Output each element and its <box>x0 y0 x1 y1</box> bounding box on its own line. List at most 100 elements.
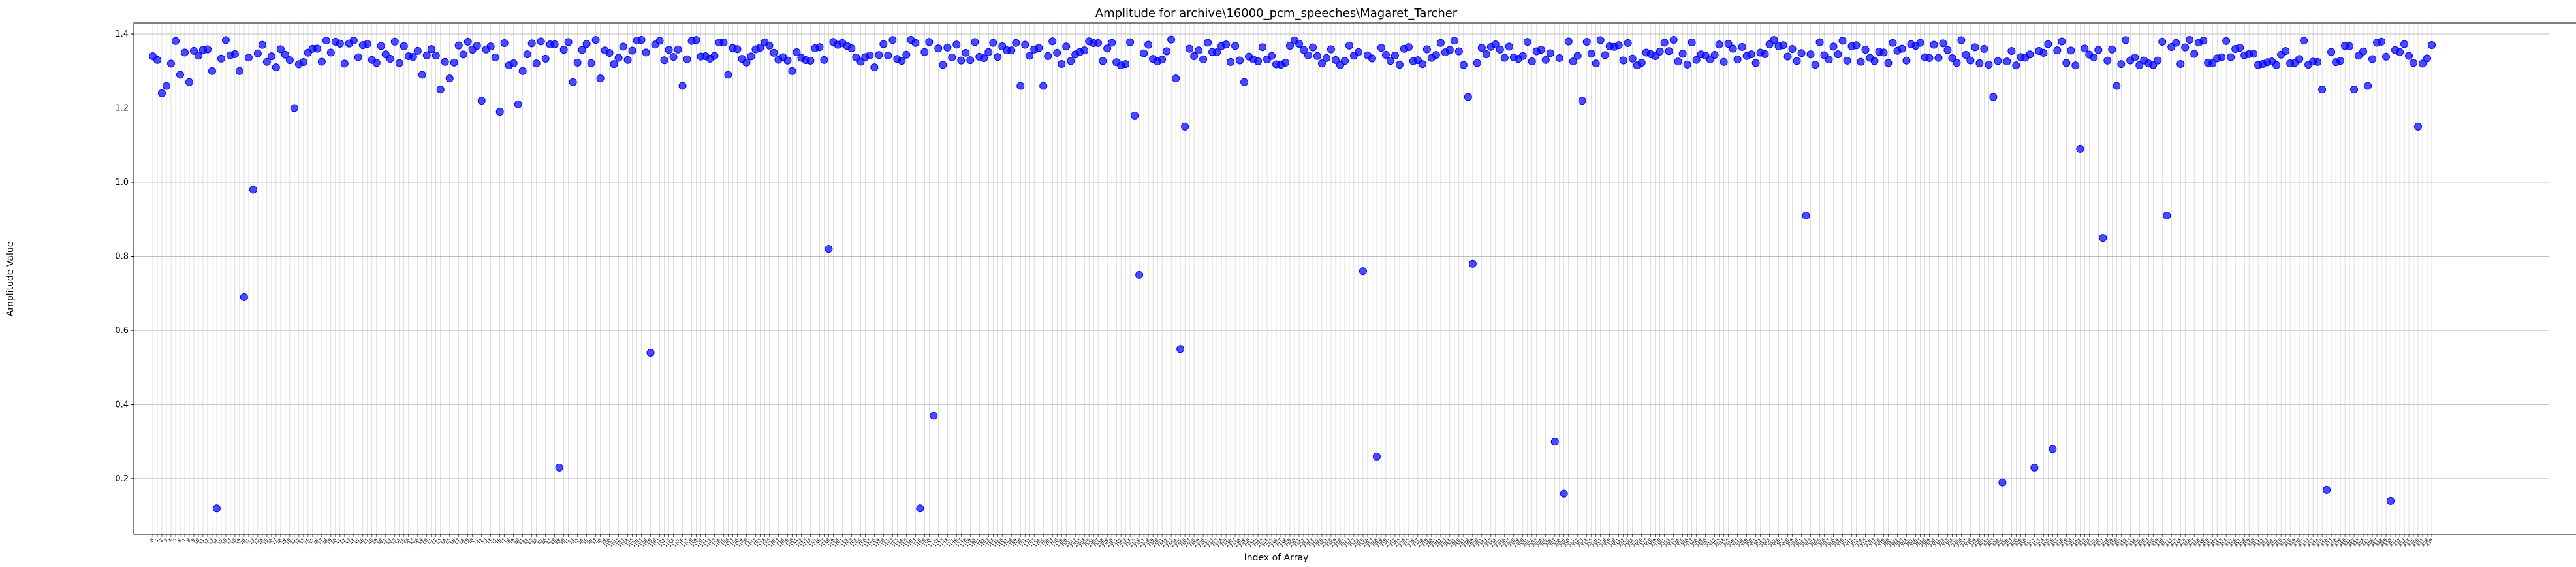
data-point <box>317 57 326 66</box>
data-point <box>1345 41 1353 50</box>
data-point <box>1477 44 1486 52</box>
data-point <box>1053 48 1061 57</box>
data-point <box>2099 234 2107 242</box>
data-point <box>747 52 755 61</box>
data-point <box>1395 61 1404 69</box>
data-point <box>1080 46 1089 55</box>
data-point <box>276 45 285 54</box>
data-point <box>180 48 189 57</box>
data-point <box>2250 50 2258 58</box>
data-point <box>1898 44 1906 53</box>
x-tick-label: 39 <box>326 538 333 545</box>
data-point <box>2026 50 2034 59</box>
x-tick-label: 38 <box>321 538 328 545</box>
data-point <box>1637 59 1646 67</box>
data-point <box>281 50 289 59</box>
data-point <box>1186 44 1194 53</box>
x-tick-label: 55 <box>399 538 406 545</box>
data-point <box>427 45 435 54</box>
x-tick-label: 45 <box>353 538 360 545</box>
x-tick-label: 48 <box>367 538 374 545</box>
data-point <box>724 71 732 79</box>
x-tick-label: 12 <box>202 538 210 545</box>
x-tick-label: 19 <box>234 538 242 545</box>
data-point <box>2030 463 2039 472</box>
x-tick-label: 77 <box>499 538 507 545</box>
x-tick-label: 56 <box>403 538 411 545</box>
x-tick-label: 6 <box>177 538 183 543</box>
data-point <box>413 46 422 55</box>
data-point <box>1573 52 1582 60</box>
data-point <box>212 504 221 513</box>
data-point <box>1213 48 1221 56</box>
data-point <box>2387 496 2395 505</box>
data-point <box>683 55 691 63</box>
data-point <box>2368 55 2377 63</box>
x-tick-label: 22 <box>248 538 255 545</box>
data-point <box>2176 60 2185 69</box>
data-point <box>1295 39 1303 48</box>
data-point <box>1368 54 1376 63</box>
x-tick-label: 84 <box>531 538 539 545</box>
x-tick-label: 31 <box>289 538 296 545</box>
x-tick-label: 88 <box>550 538 557 545</box>
data-point <box>2158 37 2167 46</box>
data-point <box>2359 47 2368 56</box>
data-point <box>984 48 993 56</box>
data-point <box>477 97 486 105</box>
data-point <box>1299 46 1308 54</box>
data-point <box>1199 55 1208 63</box>
x-tick-label: 9 <box>191 538 196 543</box>
data-point <box>2295 55 2304 63</box>
data-point <box>1957 36 1966 44</box>
data-point <box>454 41 463 50</box>
data-point <box>674 45 682 54</box>
x-tick-label: 67 <box>454 538 461 545</box>
data-point <box>1788 44 1797 53</box>
data-point <box>2350 86 2359 94</box>
data-point <box>2323 485 2331 494</box>
data-point <box>1948 54 1956 63</box>
x-tick-label: 85 <box>536 538 543 545</box>
data-point <box>825 245 833 253</box>
x-tick-label: 2 <box>159 538 165 543</box>
x-tick-label: 23 <box>253 538 260 545</box>
x-tick-label: 80 <box>513 538 520 545</box>
x-tick-label: 70 <box>467 538 475 545</box>
data-point <box>879 40 888 48</box>
data-point <box>527 39 536 48</box>
data-point <box>1163 47 1171 56</box>
data-point <box>733 45 742 54</box>
grid-layer <box>134 23 2549 534</box>
data-point <box>185 78 193 86</box>
data-point <box>1236 56 1244 65</box>
data-point <box>820 56 828 64</box>
data-point <box>2300 37 2308 45</box>
data-point <box>646 348 655 357</box>
data-point <box>285 56 294 65</box>
data-point <box>655 37 664 45</box>
data-point <box>1733 56 1742 64</box>
data-point <box>898 57 906 65</box>
data-point <box>541 54 550 63</box>
x-tick-label: 66 <box>449 538 457 545</box>
data-point <box>1761 50 1769 58</box>
data-point <box>1678 50 1687 58</box>
data-point <box>1317 59 1326 68</box>
data-point <box>765 41 774 50</box>
data-point <box>1537 46 1545 54</box>
data-point <box>2044 40 2052 48</box>
data-point <box>2218 53 2226 61</box>
x-tick-label: 26 <box>266 538 274 545</box>
data-point <box>1172 74 1180 83</box>
data-point <box>943 43 952 52</box>
x-tick-label: 75 <box>490 538 497 545</box>
data-point <box>866 51 874 59</box>
data-point <box>1523 38 1531 46</box>
data-point <box>1518 52 1527 60</box>
data-point <box>349 37 358 45</box>
data-point <box>939 61 947 69</box>
x-tick-label: 79 <box>509 538 516 545</box>
data-point <box>473 41 481 50</box>
